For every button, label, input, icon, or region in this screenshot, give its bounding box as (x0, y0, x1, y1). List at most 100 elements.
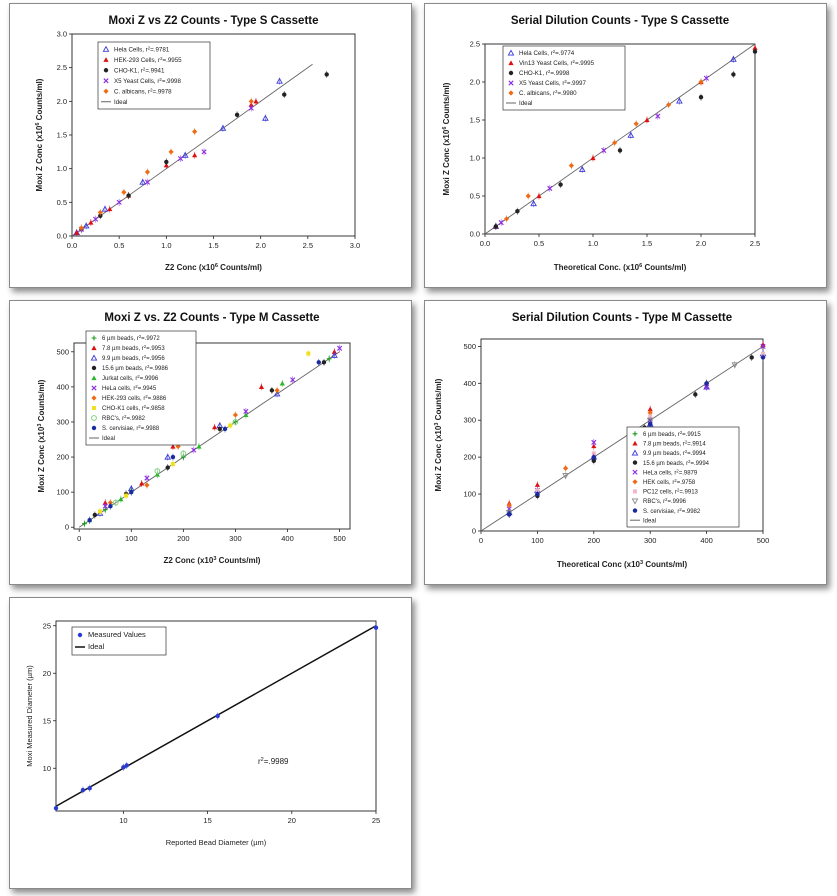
legend-label: PC12 cells, r2=.9913 (643, 487, 699, 496)
legend-label: Hela Cells, r2=.9781 (114, 45, 170, 54)
legend-marker (77, 632, 83, 638)
legend-marker (103, 88, 109, 94)
data-point (279, 380, 285, 386)
ideal-line (78, 351, 340, 528)
chart-panel-type-s-z2: Moxi Z vs Z2 Counts - Type S Cassette 0.0… (9, 3, 412, 288)
legend-marker (507, 49, 515, 56)
ideal-line (480, 346, 764, 532)
data-point (201, 149, 207, 155)
data-point (530, 200, 537, 207)
data-point (97, 209, 103, 216)
x-tick-label: 20 (288, 816, 296, 825)
x-tick-label: 0.0 (67, 241, 77, 250)
chart-panel-bead-diameter: 10 15 20 25 10 15 20 25 Reported Bead Diameter (… (9, 597, 412, 889)
data-point (648, 421, 653, 427)
data-point (232, 412, 239, 418)
data-point (121, 765, 126, 770)
legend-marker (91, 395, 97, 401)
x-tick-label: 25 (372, 816, 380, 825)
data-point (101, 205, 109, 212)
data-point (88, 219, 94, 225)
series-0 (53, 624, 379, 812)
y-tick-label: 1.0 (57, 164, 67, 173)
y-tick-label: 2.0 (470, 78, 480, 87)
data-point (139, 480, 145, 486)
legend-label: S. cervisiae, r2=.9988 (102, 424, 160, 433)
data-point (191, 447, 197, 453)
data-point (177, 155, 184, 162)
x-tick-label: 1.0 (588, 239, 598, 248)
legend-label: C. albicans, r2=.9980 (519, 89, 577, 98)
data-point (102, 503, 108, 509)
data-point (144, 482, 150, 488)
data-point (316, 360, 321, 365)
data-point (215, 713, 220, 719)
y-tick-label: 100 (463, 490, 476, 499)
data-point (154, 468, 161, 474)
data-point (655, 113, 661, 119)
legend-marker (91, 425, 97, 431)
data-point (82, 222, 90, 229)
x-tick-label: 2.5 (303, 241, 313, 250)
data-point (617, 148, 623, 153)
r2-annotation: r2=.9989 (258, 757, 289, 766)
chart-type-m-z2: Moxi Z vs. Z2 Counts - Type M Cassette 0 1… (37, 312, 351, 565)
x-tick-label: 0 (479, 536, 483, 545)
legend-label: 6 µm beads, r2=.9915 (643, 430, 701, 439)
x-tick-label: 2.5 (750, 239, 760, 248)
y-tick-label: 1.5 (470, 116, 480, 125)
x-tick-label: 0 (77, 534, 81, 543)
x-tick-label: 300 (644, 536, 657, 545)
data-point (326, 356, 332, 362)
y-tick-label: 1.0 (470, 154, 480, 163)
x-axis-label: Theoretical Conc (x103 Counts/ml) (557, 560, 688, 569)
chart-panel-type-s-dilution: Serial Dilution Counts - Type S Cassette… (424, 3, 827, 288)
series-9 (87, 358, 321, 524)
x-tick-label: 1.0 (161, 241, 171, 250)
data-point (74, 230, 80, 235)
data-point (217, 426, 223, 432)
data-point (648, 414, 653, 419)
data-point (591, 451, 596, 456)
data-point (698, 79, 704, 85)
legend-marker (90, 354, 98, 361)
y-axis-label: Moxi Z Conc (x106 Counts/ml) (35, 78, 44, 191)
data-point (112, 499, 119, 506)
legend-marker (631, 498, 639, 505)
data-point (493, 224, 498, 229)
legend-marker (631, 449, 639, 456)
plot-area-frame (484, 43, 756, 235)
data-point (144, 179, 151, 185)
legend-marker (632, 508, 638, 513)
y-tick-label: 500 (56, 347, 69, 356)
legend-label: HeLa cells, r2=.9945 (102, 384, 157, 393)
legend-label: CHO-K1, r2=.9941 (114, 66, 165, 75)
legend-label: HEK-293 cells, r2=.9886 (102, 394, 167, 403)
x-tick-label: 300 (229, 534, 242, 543)
data-point (290, 377, 296, 383)
data-point (78, 225, 85, 231)
data-point (98, 509, 103, 514)
legend-label: RBC's, r2=.9996 (643, 497, 687, 506)
legend-marker (103, 78, 109, 84)
data-point (536, 193, 542, 199)
legend-marker (102, 45, 110, 52)
data-point (558, 182, 563, 187)
x-tick-label: 0.0 (480, 239, 490, 248)
y-tick-label: 0.0 (470, 230, 480, 239)
data-point (124, 493, 129, 498)
data-point (703, 75, 709, 81)
legend-marker (91, 365, 97, 371)
chart-title: Serial Dilution Counts - Type M Cassette (512, 312, 732, 324)
legend-marker (508, 60, 514, 66)
y-axis-label: Moxi Measured Diameter (µm) (25, 665, 34, 767)
x-tick-label: 400 (700, 536, 713, 545)
x-tick-label: 200 (177, 534, 190, 543)
data-point (644, 117, 650, 123)
y-tick-label: 2.5 (57, 63, 67, 72)
data-point (731, 362, 739, 369)
legend-marker (91, 345, 97, 351)
legend-marker (633, 489, 637, 494)
data-point (248, 98, 254, 104)
legend-box (71, 626, 167, 656)
